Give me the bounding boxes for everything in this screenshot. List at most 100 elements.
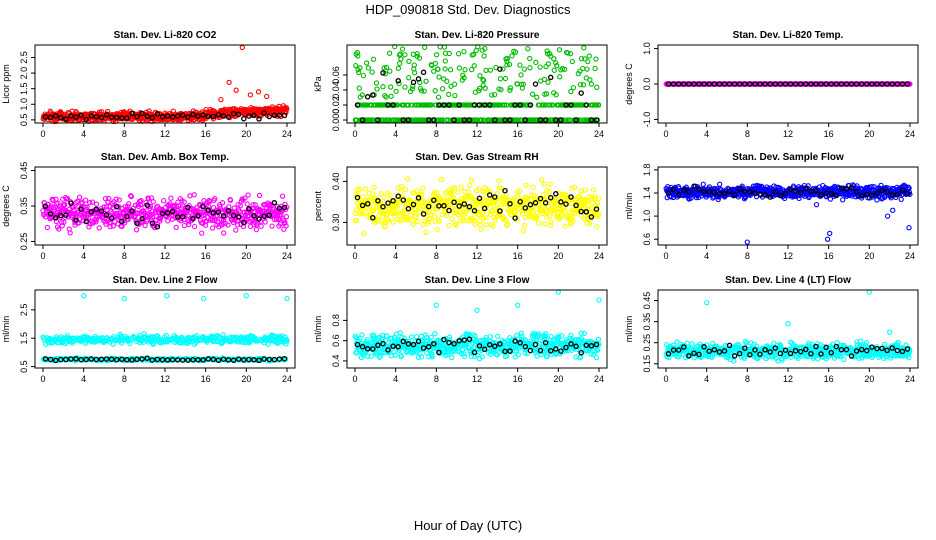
outlier-point (239, 44, 245, 51)
data-point (588, 81, 595, 87)
mean-point (149, 115, 156, 121)
data-point (540, 192, 546, 198)
data-point (564, 117, 570, 123)
data-point (487, 67, 494, 73)
data-point (442, 66, 448, 72)
data-point (547, 102, 553, 108)
mean-point (119, 115, 125, 121)
data-point (374, 86, 380, 92)
data-point (423, 78, 429, 84)
mean-point (588, 117, 595, 123)
data-point (393, 88, 399, 95)
mean-point (370, 92, 376, 98)
data-point (398, 56, 404, 62)
x-tick-label: 16 (201, 129, 211, 139)
data-point (557, 74, 563, 80)
data-point (396, 60, 403, 67)
x-tick-label: 12 (160, 129, 170, 139)
mean-point (63, 116, 69, 122)
data-point (284, 106, 290, 112)
x-tick-label: 4 (393, 251, 398, 261)
outlier-point (827, 230, 833, 237)
outlier-point (226, 79, 232, 86)
data-point (468, 177, 475, 184)
data-point (444, 78, 450, 84)
data-point (443, 117, 450, 123)
x-tick-label: 20 (241, 129, 251, 139)
data-point (561, 66, 568, 73)
y-tick-label: 1.5 (19, 332, 29, 345)
data-point (550, 117, 556, 123)
mean-point (446, 102, 452, 108)
mean-point (256, 116, 262, 122)
x-tick-label: 4 (704, 251, 709, 261)
data-point (497, 76, 504, 82)
data-point (545, 61, 552, 67)
hourly-mean-points (42, 110, 288, 123)
x-tick-label: 24 (282, 251, 292, 261)
data-point (356, 69, 362, 76)
mean-point (225, 114, 232, 120)
mean-point (124, 115, 130, 121)
data-point (221, 230, 227, 236)
y-axis-label: degrees C (624, 63, 634, 105)
mean-point (486, 102, 493, 108)
data-point (233, 227, 239, 233)
mean-point (185, 114, 191, 120)
hourly-mean-points (354, 66, 600, 123)
data-point (245, 192, 251, 198)
outlier-point (200, 295, 207, 302)
data-point (439, 86, 446, 92)
data-point (525, 46, 531, 52)
outlier-point (243, 293, 249, 299)
plot-frame (657, 166, 919, 246)
data-point (409, 102, 415, 108)
data-point (717, 181, 723, 187)
x-tick-label: 24 (594, 129, 604, 139)
x-tick-label: 12 (783, 251, 793, 261)
data-point (481, 77, 487, 84)
data-point (82, 197, 89, 203)
data-point (507, 87, 513, 93)
data-point (551, 56, 557, 62)
data-point (433, 52, 440, 58)
data-point (258, 223, 264, 229)
data-point (591, 117, 598, 123)
x-tick-label: 0 (663, 129, 668, 139)
panel-title: Stan. Dev. Amb. Box Temp. (101, 152, 229, 163)
data-point (418, 88, 425, 94)
data-point (593, 56, 599, 62)
scatter-points (40, 44, 290, 125)
data-point (471, 63, 477, 69)
y-tick-label: 0.6 (642, 233, 652, 246)
data-point (506, 61, 513, 68)
data-point (383, 94, 389, 100)
panel-5: Stan. Dev. Gas Stream RHpercent0.300.400… (313, 152, 608, 261)
data-point (431, 68, 437, 74)
data-point (455, 51, 462, 57)
mean-point (431, 117, 437, 123)
outlier-point (121, 295, 127, 302)
data-point (402, 84, 408, 90)
mean-point (502, 117, 508, 123)
data-point (396, 80, 402, 87)
mean-point (169, 114, 176, 120)
data-point (386, 50, 393, 56)
data-point (502, 75, 509, 82)
x-tick-label: 12 (472, 129, 482, 139)
x-tick-label: 16 (513, 129, 523, 139)
data-point (482, 46, 488, 52)
data-point (165, 218, 171, 224)
mean-point (195, 113, 201, 119)
data-point (700, 181, 706, 187)
mean-point (395, 78, 401, 84)
data-point (244, 201, 250, 207)
data-point (468, 66, 475, 73)
mean-point (68, 113, 74, 119)
mean-point (405, 117, 412, 123)
data-point (262, 219, 268, 225)
data-point (580, 102, 586, 108)
mean-point (246, 113, 252, 119)
data-point (527, 55, 533, 62)
